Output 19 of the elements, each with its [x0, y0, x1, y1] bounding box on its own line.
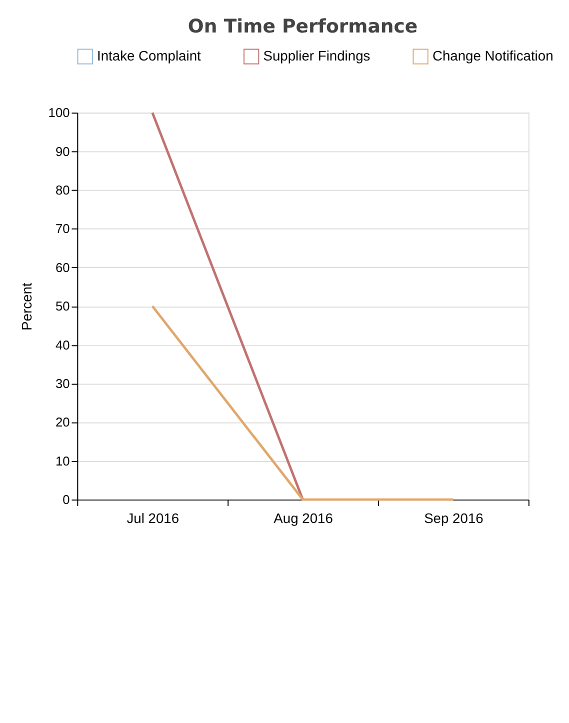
- y-tick-label: 90: [55, 144, 70, 159]
- y-tick-label: 40: [55, 337, 70, 352]
- legend-label: Intake Complaint: [96, 47, 202, 64]
- y-tick-label: 80: [55, 182, 70, 198]
- y-tick-label: 0: [62, 492, 70, 508]
- y-tick-label: 20: [55, 414, 70, 430]
- y-axis-title: Percent: [18, 282, 34, 330]
- x-tick-label: Jul 2016: [126, 510, 180, 526]
- y-tick-label: 10: [55, 453, 70, 468]
- y-tick-label: 30: [55, 376, 70, 391]
- x-tick-label: Sep 2016: [424, 510, 484, 526]
- legend-label: Change Notification: [432, 47, 554, 64]
- y-tick-label: 70: [55, 221, 70, 236]
- y-tick-label: 50: [55, 298, 70, 314]
- x-tick-label: Aug 2016: [274, 510, 334, 526]
- y-tick-label: 100: [48, 105, 70, 120]
- y-tick-label: 60: [55, 260, 70, 275]
- chart-title: On Time Performance: [188, 16, 418, 38]
- legend-label: Supplier Findings: [263, 47, 370, 64]
